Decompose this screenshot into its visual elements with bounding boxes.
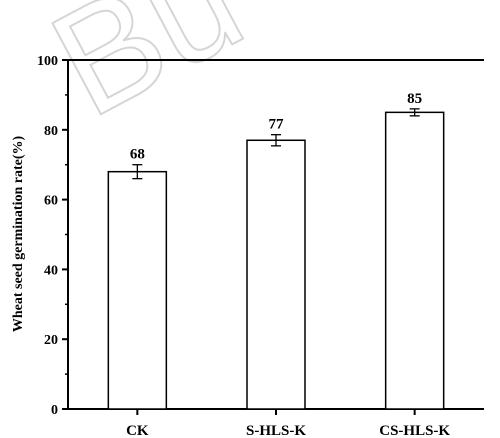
bar-1 bbox=[107, 170, 168, 410]
y-tick-label: 20 bbox=[44, 333, 58, 348]
x-tick-label: S-HLS-K bbox=[246, 423, 306, 438]
y-tick-label: 60 bbox=[44, 194, 58, 209]
x-tick-label: CK bbox=[126, 423, 149, 438]
y-tick-label: 80 bbox=[44, 124, 58, 139]
data-label-1: 68 bbox=[130, 147, 145, 163]
data-label-3: 85 bbox=[407, 91, 422, 107]
plot-area: 0 20 40 60 80 100 68 CK 77 S-HLS-K 85 CS-HLS-K bbox=[37, 54, 484, 438]
y-tick-label: 100 bbox=[37, 54, 58, 69]
bar-2 bbox=[246, 139, 306, 410]
watermark-layer: Bu bbox=[25, 0, 268, 149]
bar-3 bbox=[384, 111, 445, 410]
x-tick-label: CS-HLS-K bbox=[379, 423, 450, 438]
y-tick-label: 40 bbox=[44, 263, 58, 278]
watermark-text: Bu bbox=[26, 0, 267, 148]
y-axis-title: Wheat seed germination rate(%) bbox=[11, 135, 26, 332]
data-label-2: 77 bbox=[269, 117, 285, 133]
y-tick-label: 0 bbox=[51, 403, 58, 418]
